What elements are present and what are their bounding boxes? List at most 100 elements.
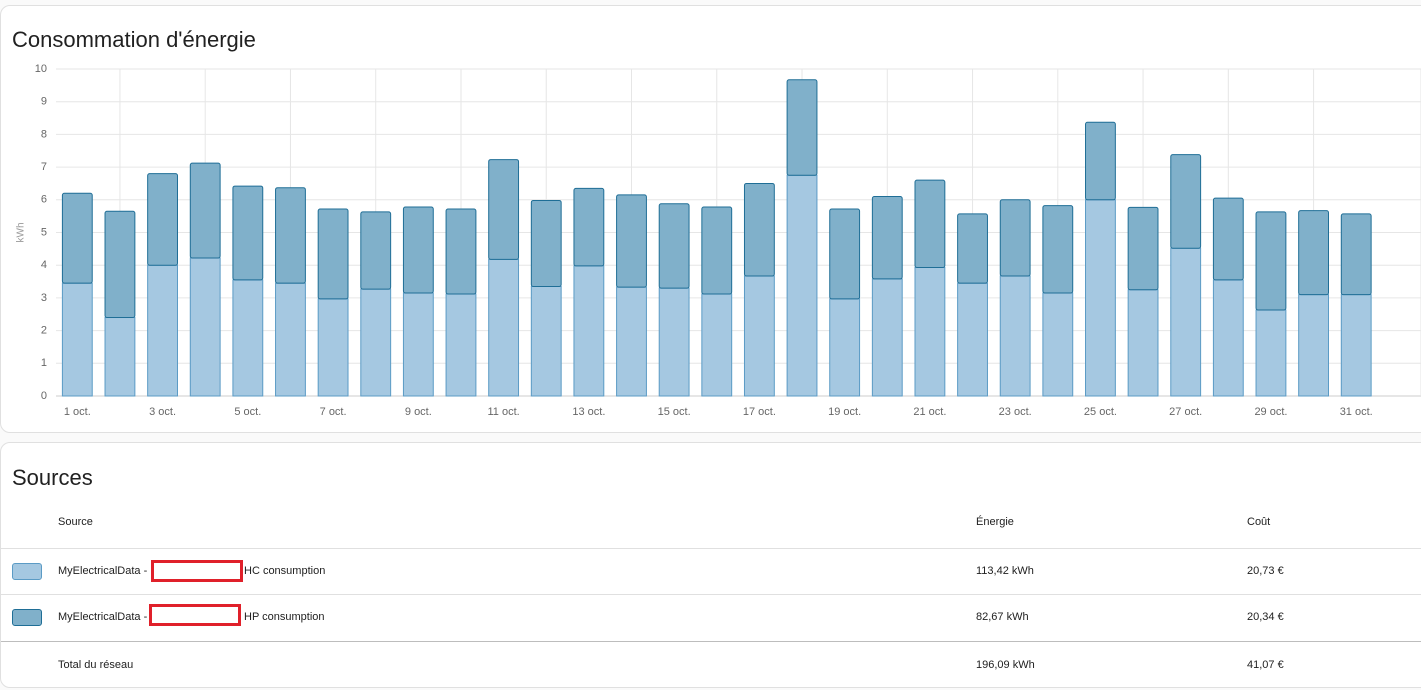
x-tick-label: 7 oct. (320, 406, 347, 418)
bar-segment (743, 182, 775, 277)
bar-segment (786, 79, 818, 176)
bar-segment (147, 173, 178, 266)
header: Coût (1247, 516, 1271, 528)
bar-segment (658, 203, 690, 289)
bar-segment (616, 286, 647, 397)
bar-segment (1298, 210, 1330, 296)
y-axis-label: kWh (16, 223, 27, 243)
bar-segment (1042, 292, 1074, 397)
x-tick-label: 27 oct. (1169, 406, 1202, 418)
total-cost: 41,07 € (1247, 659, 1284, 671)
separator (1, 641, 1421, 642)
bar-segment (189, 257, 221, 397)
bar-segment (530, 199, 562, 287)
swatch (12, 609, 42, 626)
y-tick-label: 7 (41, 161, 47, 173)
bar-segment (616, 194, 647, 288)
bar-segment (573, 187, 605, 267)
bar-segment (871, 278, 903, 397)
bar-segment (914, 179, 946, 268)
redaction (151, 560, 243, 582)
bar-segment (275, 187, 306, 284)
x-tick-label: 11 oct. (488, 406, 520, 418)
bar-segment (1127, 206, 1159, 291)
bar-segment (1085, 121, 1116, 201)
bar-segment (1127, 289, 1159, 397)
bar-segment (402, 292, 434, 397)
x-tick-label: 9 oct. (405, 406, 432, 418)
bar-segment (829, 208, 861, 300)
bar-segment (61, 282, 93, 397)
y-tick-label: 9 (41, 96, 47, 108)
bar-segment (1298, 294, 1330, 397)
bar-segment (317, 298, 349, 397)
header: Source (58, 516, 93, 528)
bar-segment (317, 208, 349, 300)
x-tick-label: 3 oct. (149, 406, 176, 418)
bar-segment (61, 192, 93, 284)
y-tick-label: 3 (41, 292, 47, 304)
bar-segment (999, 199, 1031, 277)
x-tick-label: 19 oct. (828, 406, 861, 418)
x-tick-label: 25 oct. (1084, 406, 1117, 418)
source-name: MyElectricalData - (58, 565, 148, 577)
bar-segment (1340, 294, 1372, 397)
sources-card: Sources Source Énergie Coût MyElectrical… (0, 442, 1421, 688)
bar-segment (189, 162, 221, 259)
cost: 20,73 € (1247, 565, 1284, 577)
bar-segment (999, 275, 1031, 397)
bar-segment (1255, 309, 1287, 397)
bar-segment (743, 275, 775, 397)
bar-segment (1340, 213, 1372, 296)
swatch (12, 563, 42, 580)
sources-title: Sources (12, 465, 93, 490)
y-tick-label: 5 (41, 226, 47, 238)
x-tick-label: 31 oct. (1340, 406, 1373, 418)
x-tick-label: 15 oct. (658, 406, 691, 418)
bar-segment (829, 298, 861, 397)
chart: kWh 0 1 2 3 4 5 6 7 8 9 10 1 oct. 3 oct. 5 oct. 7 oct. 9… (16, 63, 1421, 418)
x-tick-label: 5 oct. (234, 406, 261, 418)
x-tick-label: 29 oct. (1254, 406, 1287, 418)
bar-segment (1170, 247, 1202, 397)
y-tick-label: 4 (41, 259, 47, 271)
x-tick-label: 17 oct. (743, 406, 776, 418)
separator (1, 548, 1421, 549)
bar-segment (871, 196, 903, 280)
cost: 20,34 € (1247, 611, 1284, 623)
bar-segment (232, 279, 264, 397)
bar-segment (701, 293, 733, 397)
y-tick-label: 2 (41, 325, 47, 337)
bar-segment (445, 293, 477, 397)
bar-segment (104, 317, 136, 397)
y-tick-label: 6 (41, 194, 47, 206)
bar-segment (914, 266, 946, 397)
bar-segment (701, 206, 733, 295)
bar-segment (232, 185, 264, 281)
x-tick-label: 13 oct. (572, 406, 605, 418)
y-tick-label: 1 (41, 357, 47, 369)
total-energy: 196,09 kWh (976, 659, 1035, 671)
x-tick-label: 21 oct. (913, 406, 946, 418)
redaction (149, 604, 241, 626)
separator (1, 594, 1421, 595)
bar-segment (1212, 197, 1244, 281)
bar-segment (957, 282, 988, 397)
bar-segment (488, 258, 520, 397)
bar-segment (1212, 279, 1244, 397)
bar-segment (1042, 205, 1074, 294)
header: Énergie (976, 516, 1014, 528)
bar-segment (1170, 154, 1202, 249)
x-tick-label: 1 oct. (64, 406, 91, 418)
y-tick-label: 8 (41, 128, 47, 140)
energy: 82,67 kWh (976, 611, 1029, 623)
bar-segment (786, 174, 818, 397)
bar-segment (1255, 211, 1287, 311)
bar-segment (402, 206, 434, 294)
total-label: Total du réseau (58, 659, 134, 671)
chart-card: Consommation d'énergie kWh 0 1 2 3 4 5 6 7 8 9 10 1 … (0, 5, 1421, 433)
source-name: HC consumption (244, 565, 326, 577)
bar-segment (445, 208, 477, 295)
bar-segment (658, 287, 690, 397)
